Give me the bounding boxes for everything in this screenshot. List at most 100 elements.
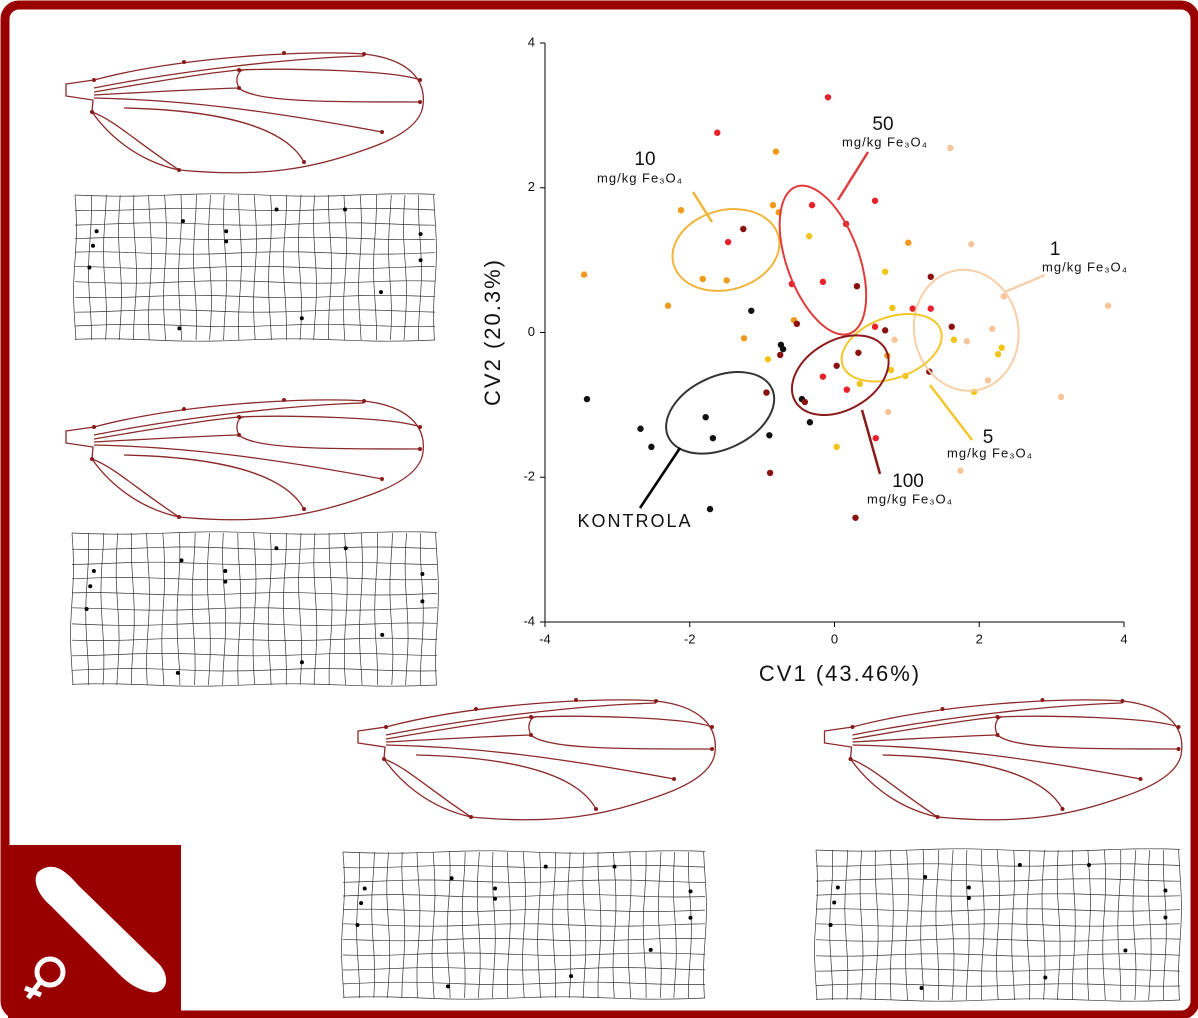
grid-line (193, 194, 197, 341)
point (843, 386, 851, 393)
grid-line (890, 849, 894, 1001)
grid-line (507, 851, 511, 999)
grid-line (815, 908, 1181, 912)
point (884, 408, 892, 416)
y-tick-label: 4 (528, 34, 535, 49)
landmark (355, 923, 360, 927)
point (748, 307, 755, 314)
leader-line (1004, 273, 1046, 294)
point (740, 225, 747, 233)
grid-line (71, 668, 438, 672)
landmark (177, 326, 182, 331)
wing-diagram (823, 697, 1183, 821)
landmark (966, 896, 971, 900)
grid-line (627, 851, 632, 999)
point (833, 362, 840, 369)
grid-line (1011, 849, 1015, 1001)
y-axis-label: CV2 (20.3%) (480, 258, 505, 406)
point (779, 345, 787, 353)
landmark (88, 584, 93, 589)
grid-line (71, 653, 438, 657)
landmark (919, 986, 924, 990)
landmark (299, 660, 304, 665)
grid-line (222, 532, 226, 686)
landmark (343, 207, 347, 212)
grid-line (252, 532, 257, 686)
landmark (274, 546, 279, 551)
landmark (923, 875, 928, 879)
grid-line (313, 532, 318, 686)
grid-line (268, 194, 272, 341)
grid-line (343, 194, 347, 341)
grid-line (328, 532, 333, 686)
wing-diagram (65, 397, 424, 521)
landmark (828, 923, 833, 927)
grid-line (996, 849, 1000, 1001)
grid-line (342, 850, 706, 854)
grid-line (815, 968, 1181, 972)
point (648, 443, 655, 451)
grid-line (71, 637, 438, 641)
series-label: 50 (872, 114, 893, 135)
grid-line (163, 194, 167, 341)
point (772, 148, 780, 155)
grid-line (446, 851, 451, 999)
point (763, 389, 770, 396)
landmark (1017, 863, 1022, 867)
grid-line (815, 923, 1181, 927)
point (769, 201, 777, 209)
series-unit: mg/kg Fe₃O₄ (1042, 259, 1128, 274)
point (887, 366, 895, 374)
point (957, 467, 964, 474)
y-tick-label: -4 (523, 613, 535, 628)
x-axis-label: CV1 (43.46%) (759, 661, 921, 686)
grid-line (1178, 849, 1182, 1001)
point (889, 304, 896, 312)
grid-line (1087, 849, 1091, 1001)
grid-line (374, 532, 378, 686)
landmark (223, 569, 228, 573)
grid-line (814, 849, 818, 1001)
grid-line (815, 863, 1181, 867)
grid-line (237, 532, 242, 686)
grid-line (133, 194, 137, 341)
landmark (224, 229, 229, 234)
landmark (379, 290, 383, 295)
point (891, 336, 898, 343)
landmark (966, 885, 971, 890)
point (777, 351, 784, 359)
grid-line (373, 195, 377, 340)
leader-line (860, 409, 882, 475)
grid-line (341, 851, 345, 999)
grid-line (920, 849, 925, 1001)
landmark (1123, 948, 1128, 953)
point (968, 241, 975, 248)
x-tick-label: 0 (831, 631, 838, 646)
grid-line (191, 532, 196, 686)
grid-line (342, 908, 706, 912)
grid-line (597, 852, 602, 999)
point (766, 469, 774, 477)
grid-line (1072, 849, 1076, 1001)
grid-line (342, 938, 706, 942)
point (583, 395, 591, 403)
landmark (493, 896, 498, 901)
point (706, 505, 714, 513)
grid-line (71, 546, 438, 550)
landmark (274, 207, 279, 212)
confidence-ellipse (790, 334, 890, 417)
landmark (91, 243, 95, 248)
point (714, 129, 721, 136)
landmark (224, 239, 229, 244)
confidence-ellipse (912, 268, 1020, 392)
landmark (175, 670, 180, 675)
grid-line (74, 280, 436, 284)
landmark (359, 901, 364, 906)
point (824, 94, 832, 101)
grid-line (642, 851, 647, 999)
landmark (835, 885, 840, 890)
grid-line (552, 851, 557, 999)
point (724, 238, 732, 246)
point (856, 380, 864, 388)
x-tick-label: 2 (976, 631, 983, 646)
